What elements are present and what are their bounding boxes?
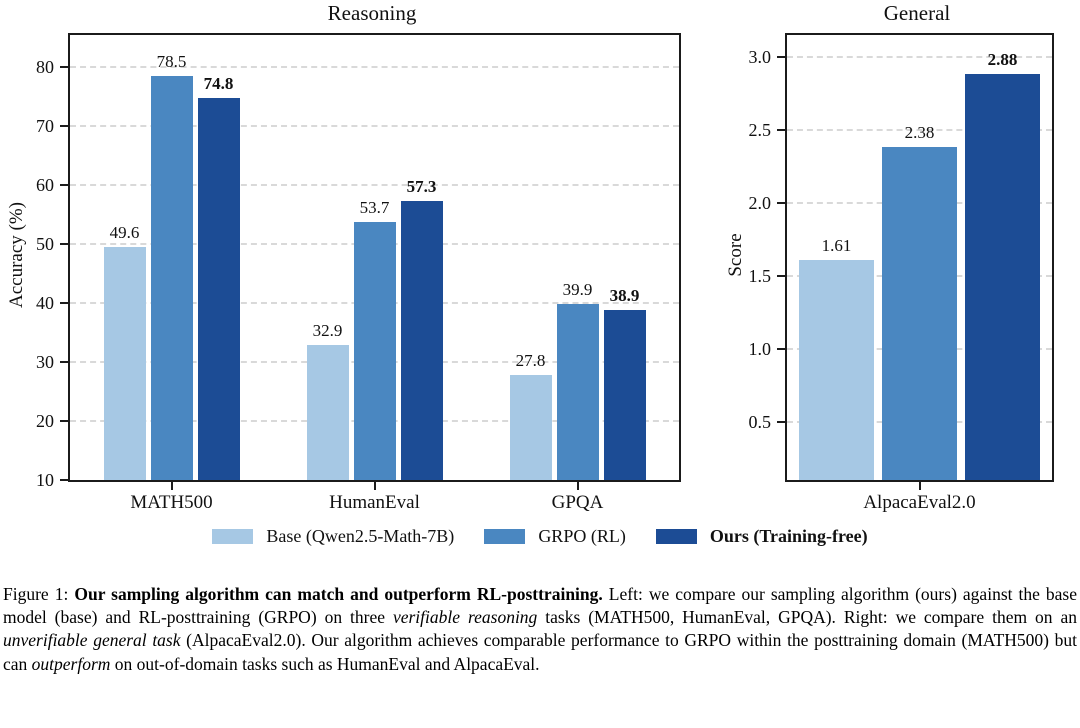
y-tick-mark bbox=[777, 347, 785, 350]
y-tick-label: 40 bbox=[36, 293, 54, 314]
y-tick-mark bbox=[60, 66, 68, 69]
y-tick-label: 10 bbox=[36, 470, 54, 490]
bar-value-label: 78.5 bbox=[156, 52, 187, 72]
bar bbox=[603, 309, 646, 480]
general-chart-title: General bbox=[883, 1, 951, 25]
y-tick-label: 20 bbox=[36, 411, 54, 432]
gridline bbox=[787, 128, 1052, 131]
bar bbox=[882, 147, 957, 480]
y-tick-mark bbox=[777, 128, 785, 131]
caption-segment: outperform bbox=[31, 653, 111, 674]
y-tick-mark bbox=[60, 243, 68, 246]
chart-legend: Base (Qwen2.5-Math-7B) GRPO (RL) Ours (Tra… bbox=[0, 526, 1080, 547]
x-category-label: GPQA bbox=[551, 492, 604, 513]
bar bbox=[799, 259, 874, 480]
bar bbox=[197, 98, 240, 480]
gridline bbox=[70, 184, 679, 187]
reasoning-chart-title: Reasoning bbox=[327, 1, 417, 25]
caption-segment: Figure 1: bbox=[3, 584, 75, 604]
y-tick-mark bbox=[60, 479, 68, 481]
bar-value-label: 1.61 bbox=[821, 235, 852, 255]
legend-item: GRPO (RL) bbox=[484, 526, 626, 547]
y-tick-mark bbox=[60, 361, 68, 364]
gridline bbox=[787, 55, 1052, 58]
bar bbox=[353, 222, 396, 480]
y-tick-mark bbox=[777, 274, 785, 277]
x-category-label: HumanEval bbox=[329, 492, 420, 513]
y-tick-label: 80 bbox=[36, 57, 54, 78]
caption-segment: tasks (MATH500, HumanEval, GPQA). Right:… bbox=[537, 607, 1077, 628]
y-tick-label: 0.5 bbox=[748, 411, 772, 432]
x-tick-mark bbox=[918, 482, 921, 490]
bar-value-label: 2.38 bbox=[904, 123, 935, 143]
y-tick-label: 3.0 bbox=[748, 46, 772, 67]
bar bbox=[400, 201, 443, 480]
bar-value-label: 57.3 bbox=[406, 177, 437, 197]
caption-segment: (AlpacaEval2.0). Our algorithm achieves … bbox=[3, 630, 1077, 674]
bar bbox=[103, 246, 146, 480]
y-tick-label: 50 bbox=[36, 234, 54, 255]
bar-value-label: 32.9 bbox=[312, 321, 343, 341]
bar-value-label: 27.8 bbox=[515, 351, 546, 371]
bar bbox=[509, 375, 552, 480]
x-tick-mark bbox=[373, 482, 376, 490]
y-tick-label: 2.5 bbox=[748, 119, 772, 140]
y-tick-mark bbox=[777, 420, 785, 423]
bar-value-label: 49.6 bbox=[109, 222, 140, 242]
bar-value-label: 38.9 bbox=[609, 285, 640, 305]
y-tick-label: 70 bbox=[36, 116, 54, 137]
bar bbox=[556, 303, 599, 480]
y-tick-mark bbox=[60, 184, 68, 187]
x-tick-mark bbox=[576, 482, 579, 490]
x-tick-mark bbox=[170, 482, 173, 490]
y-tick-label: 30 bbox=[36, 352, 54, 373]
bar-value-label: 2.88 bbox=[987, 50, 1018, 70]
y-tick-label: 2.0 bbox=[748, 192, 772, 213]
caption-segment: verifiable reasoning bbox=[392, 607, 538, 628]
y-tick-label: 1.5 bbox=[748, 265, 772, 286]
legend-swatch bbox=[212, 529, 254, 544]
x-category-label: MATH500 bbox=[130, 492, 213, 513]
bar-value-label: 39.9 bbox=[562, 279, 593, 299]
gridline bbox=[70, 66, 679, 69]
legend-swatch bbox=[484, 529, 526, 544]
legend-label: Ours (Training-free) bbox=[709, 526, 868, 546]
general-chart-plot: 0.5 1.0 1.5 2.0 2.5 3.0 AlpacaEval2.0 1.61 2.38 2… bbox=[749, 33, 1054, 513]
y-tick-mark bbox=[60, 125, 68, 128]
caption-segment: unverifiable general task bbox=[3, 630, 181, 651]
legend-label: GRPO (RL) bbox=[538, 526, 626, 546]
legend-label: Base (Qwen2.5-Math-7B) bbox=[266, 526, 455, 546]
bar bbox=[306, 345, 349, 480]
bar bbox=[150, 76, 193, 480]
caption-segment: Our sampling algorithm can match and out… bbox=[74, 584, 603, 604]
reasoning-y-axis-label: Accuracy (%) bbox=[6, 201, 27, 309]
gridline bbox=[70, 125, 679, 128]
y-tick-mark bbox=[60, 302, 68, 305]
figure-caption: Figure 1: Our sampling algorithm can mat… bbox=[3, 583, 1077, 676]
reasoning-chart-plot: 10 20 30 40 50 60 70 80 MATH500 49.6 78.5 74.8 Human… bbox=[36, 33, 681, 513]
legend-swatch bbox=[655, 529, 697, 544]
bar-value-label: 74.8 bbox=[203, 74, 234, 94]
y-tick-label: 1.0 bbox=[748, 338, 772, 359]
bar-value-label: 53.7 bbox=[359, 198, 390, 218]
bar bbox=[965, 74, 1040, 480]
y-tick-label: 60 bbox=[36, 175, 54, 196]
caption-segment: on out-of-domain tasks such as HumanEval… bbox=[110, 653, 540, 674]
y-tick-mark bbox=[60, 420, 68, 423]
y-tick-mark bbox=[777, 55, 785, 58]
caption-segment: Left: we compare our sampling algorithm … bbox=[3, 584, 1077, 628]
y-tick-mark bbox=[777, 201, 785, 204]
legend-item: Base (Qwen2.5-Math-7B) bbox=[212, 526, 454, 547]
legend-item: Ours (Training-free) bbox=[655, 526, 868, 547]
x-category-label: AlpacaEval2.0 bbox=[863, 492, 976, 513]
